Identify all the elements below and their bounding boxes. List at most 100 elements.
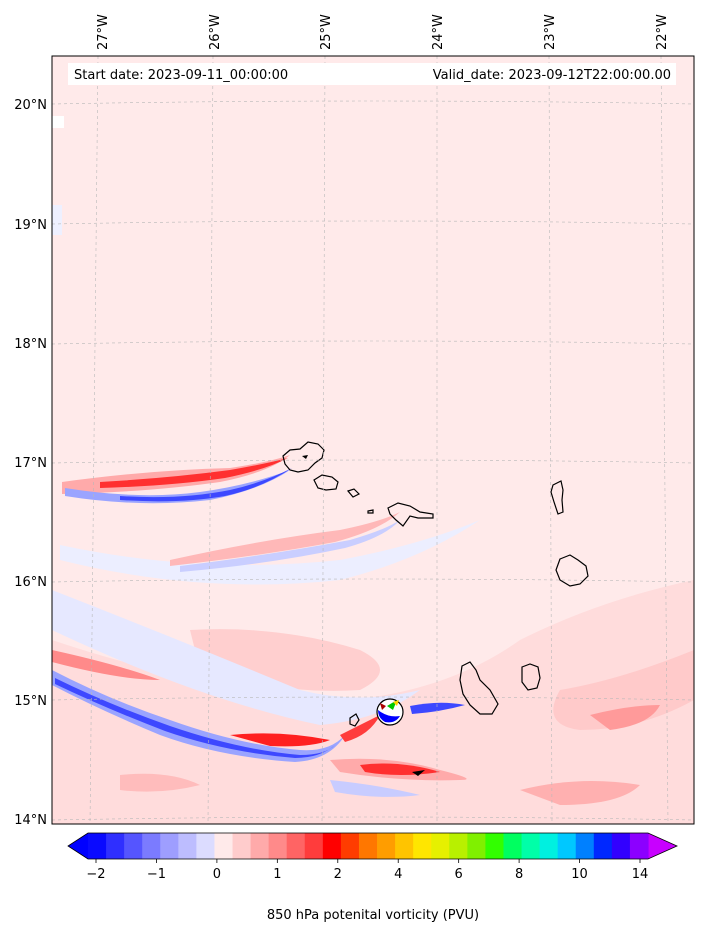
island-boa-vista xyxy=(555,554,589,587)
meridian-22w xyxy=(660,55,669,825)
colorbar-segment xyxy=(286,833,306,859)
parallel-15n xyxy=(51,696,695,701)
colorbar-segment xyxy=(250,833,270,859)
lat-label-20n: 20°N xyxy=(14,98,47,113)
colorbar-segment xyxy=(467,833,487,859)
island-maio xyxy=(521,663,541,691)
parallel-14n xyxy=(51,816,695,821)
colorbar-tick-label: 14 xyxy=(632,867,649,882)
colorbar-segment xyxy=(539,833,559,859)
colorbar-segment xyxy=(340,833,360,859)
pv-negative-region xyxy=(330,780,420,797)
colorbar-segment xyxy=(449,833,468,859)
lon-label-24w: 24°W xyxy=(431,14,446,50)
pv-negative-filament xyxy=(65,470,290,504)
pv-positive-filament xyxy=(52,650,160,680)
colorbar-segment xyxy=(575,833,595,859)
pv-strong-positive-filament xyxy=(100,458,288,488)
colorbar-segment xyxy=(413,833,432,859)
lon-label-23w: 23°W xyxy=(543,14,558,50)
colorbar-under-arrow xyxy=(68,833,88,859)
pv-positive-region xyxy=(520,781,640,805)
pv-negative-filament xyxy=(180,520,400,572)
colorbar-tick-label: 6 xyxy=(455,867,463,882)
storm-center-marks xyxy=(376,698,425,776)
island-santo-antao xyxy=(282,441,325,473)
meridian-26w xyxy=(207,55,214,825)
lon-label-26w: 26°W xyxy=(208,14,223,50)
colorbar-segment xyxy=(377,833,396,859)
colorbar-over-arrow xyxy=(648,833,677,859)
lat-label-16n: 16°N xyxy=(14,575,47,590)
meridian-25w xyxy=(321,55,326,825)
meridian-23w xyxy=(548,55,553,825)
longitude-labels: 27°W 26°W 25°W 24°W 23°W 22°W xyxy=(96,14,670,50)
coastlines xyxy=(282,441,589,727)
colorbar-tick-label: 8 xyxy=(515,867,523,882)
map-frame xyxy=(51,55,695,825)
colorbar-title: 850 hPa potenital vorticity (PVU) xyxy=(267,908,479,923)
pv-weak-positive-region xyxy=(553,650,694,730)
colorbar-tick-label: 4 xyxy=(394,867,402,882)
colorbar-segment xyxy=(358,833,378,859)
colorbar: −2 −1 0 1 2 4 6 8 10 14 850 hPa potenital vortici… xyxy=(67,832,678,923)
storm-high-pv-core xyxy=(393,700,399,706)
storm-negative-core xyxy=(378,710,400,723)
storm-positive-core xyxy=(412,770,425,776)
pv-negative-filament xyxy=(410,702,465,714)
colorbar-segment xyxy=(88,833,107,859)
colorbar-segment xyxy=(124,833,143,859)
lon-label-22w: 22°W xyxy=(655,14,670,50)
colorbar-tick-label: −2 xyxy=(86,867,105,882)
island-santiago xyxy=(459,661,499,715)
pv-weak-negative-band xyxy=(52,590,420,725)
header-box xyxy=(68,63,676,85)
colorbar-segment xyxy=(593,833,613,859)
island-brava xyxy=(349,713,360,727)
colorbar-segment xyxy=(160,833,179,859)
colorbar-ticks: −2 −1 0 1 2 4 6 8 10 14 xyxy=(86,859,648,882)
colorbar-tick-label: 10 xyxy=(571,867,588,882)
parallel-20n xyxy=(51,100,695,105)
island-sao-vicente xyxy=(313,474,339,491)
pv-negative-filament xyxy=(52,670,345,762)
pv-strong-positive-filament xyxy=(230,733,330,747)
lat-label-14n: 14°N xyxy=(14,813,47,828)
colorbar-segment xyxy=(557,833,577,859)
storm-positive-core xyxy=(380,703,386,710)
colorbar-segment xyxy=(142,833,161,859)
colorbar-segment xyxy=(611,833,631,859)
island-mark xyxy=(302,455,308,459)
colorbar-tick-label: 0 xyxy=(213,867,221,882)
map-panel: Start date: 2023-09-11_00:00:00 Valid_da… xyxy=(51,55,695,825)
colorbar-segment xyxy=(503,833,523,859)
latitude-labels: 20°N 19°N 18°N 17°N 16°N 15°N 14°N xyxy=(14,98,47,828)
lon-label-27w: 27°W xyxy=(96,14,111,50)
island-sao-nicolau xyxy=(387,502,434,527)
gridlines xyxy=(51,55,695,825)
island-sal xyxy=(550,480,564,515)
colorbar-segment xyxy=(214,833,234,859)
island-santa-luzia xyxy=(346,488,361,498)
lat-label-17n: 17°N xyxy=(14,456,47,471)
parallel-18n xyxy=(51,340,695,345)
colorbar-segments xyxy=(88,833,649,859)
colorbar-segment xyxy=(431,833,450,859)
colorbar-segment xyxy=(395,833,414,859)
colorbar-segment xyxy=(178,833,197,859)
pv-weak-negative-band xyxy=(60,520,480,585)
colorbar-segment xyxy=(268,833,288,859)
lat-label-18n: 18°N xyxy=(14,337,47,352)
colorbar-tick-label: 1 xyxy=(273,867,281,882)
colorbar-segment xyxy=(106,833,125,859)
pv-positive-filament xyxy=(170,512,400,566)
pv-patch xyxy=(52,116,64,128)
island-branco xyxy=(367,509,374,514)
parallel-16n xyxy=(51,578,695,583)
colorbar-segment xyxy=(232,833,252,859)
lat-label-19n: 19°N xyxy=(14,218,47,233)
pv-positive-region xyxy=(590,705,660,730)
parallel-17n xyxy=(51,459,695,464)
pv-strong-negative-filament xyxy=(120,468,292,502)
valid-date-label: Valid_date: 2023-09-12T22:00:00.00 xyxy=(433,68,671,83)
